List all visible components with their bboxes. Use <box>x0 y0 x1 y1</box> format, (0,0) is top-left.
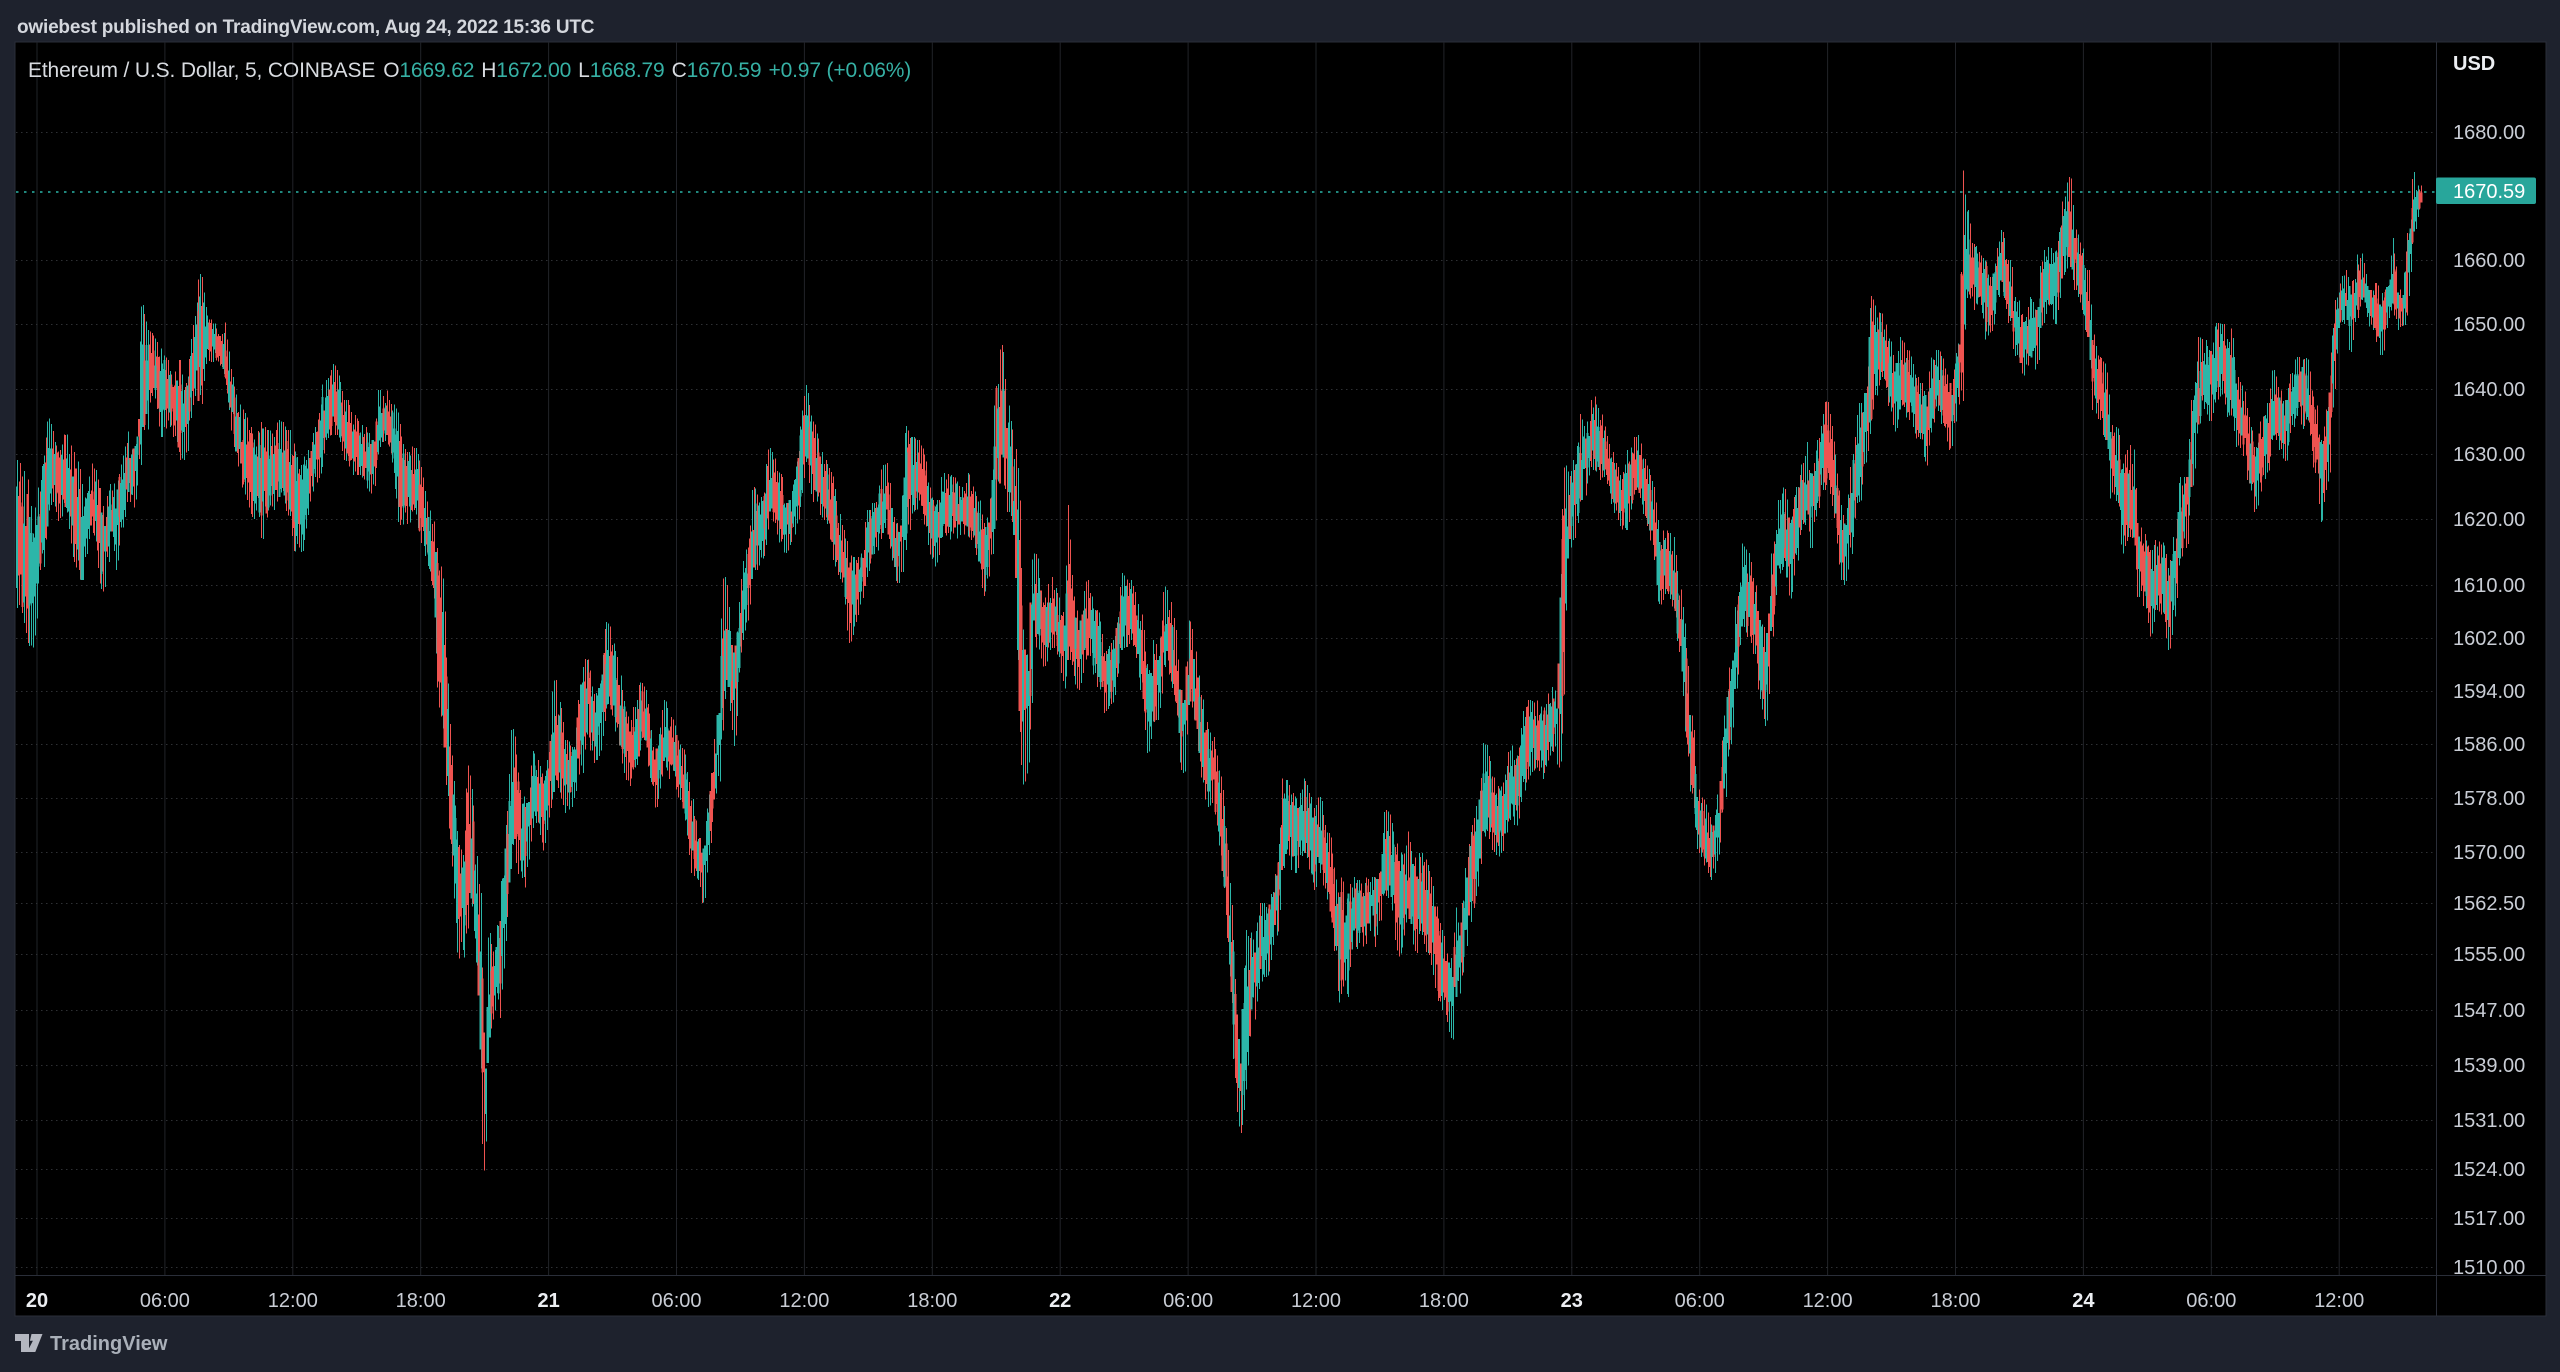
svg-text:06:00: 06:00 <box>1163 1290 1213 1312</box>
svg-text:1586.00: 1586.00 <box>2453 734 2525 756</box>
svg-text:Ethereum / U.S. Dollar, 5, COI: Ethereum / U.S. Dollar, 5, COINBASE O1669… <box>28 59 911 82</box>
svg-text:1517.00: 1517.00 <box>2453 1208 2525 1230</box>
svg-text:1562.50: 1562.50 <box>2453 893 2525 915</box>
svg-text:12:00: 12:00 <box>1803 1290 1853 1312</box>
svg-text:12:00: 12:00 <box>268 1290 318 1312</box>
svg-text:06:00: 06:00 <box>651 1290 701 1312</box>
svg-text:TradingView: TradingView <box>50 1333 168 1355</box>
svg-text:1539.00: 1539.00 <box>2453 1055 2525 1077</box>
svg-text:1670.59: 1670.59 <box>2453 181 2525 203</box>
svg-text:1547.00: 1547.00 <box>2453 1000 2525 1022</box>
svg-text:18:00: 18:00 <box>907 1290 957 1312</box>
svg-text:1620.00: 1620.00 <box>2453 509 2525 531</box>
svg-text:1640.00: 1640.00 <box>2453 379 2525 401</box>
svg-text:1680.00: 1680.00 <box>2453 122 2525 144</box>
svg-text:USD: USD <box>2453 53 2495 75</box>
svg-text:1531.00: 1531.00 <box>2453 1110 2525 1132</box>
svg-text:22: 22 <box>1049 1290 1071 1312</box>
svg-text:24: 24 <box>2072 1290 2095 1312</box>
svg-text:06:00: 06:00 <box>2186 1290 2236 1312</box>
svg-text:1578.00: 1578.00 <box>2453 788 2525 810</box>
svg-text:18:00: 18:00 <box>1419 1290 1469 1312</box>
svg-text:1610.00: 1610.00 <box>2453 575 2525 597</box>
svg-text:23: 23 <box>1561 1290 1583 1312</box>
svg-text:12:00: 12:00 <box>779 1290 829 1312</box>
svg-text:21: 21 <box>537 1290 559 1312</box>
svg-text:owiebest published on TradingV: owiebest published on TradingView.com, A… <box>17 17 595 38</box>
svg-text:1570.00: 1570.00 <box>2453 842 2525 864</box>
svg-text:1602.00: 1602.00 <box>2453 628 2525 650</box>
svg-text:1510.00: 1510.00 <box>2453 1257 2525 1279</box>
svg-text:18:00: 18:00 <box>396 1290 446 1312</box>
svg-text:1594.00: 1594.00 <box>2453 681 2525 703</box>
svg-text:1555.00: 1555.00 <box>2453 944 2525 966</box>
svg-text:06:00: 06:00 <box>140 1290 190 1312</box>
svg-text:1630.00: 1630.00 <box>2453 444 2525 466</box>
svg-text:12:00: 12:00 <box>2314 1290 2364 1312</box>
svg-text:1524.00: 1524.00 <box>2453 1159 2525 1181</box>
svg-text:12:00: 12:00 <box>1291 1290 1341 1312</box>
svg-text:18:00: 18:00 <box>1930 1290 1980 1312</box>
svg-text:06:00: 06:00 <box>1675 1290 1725 1312</box>
svg-text:20: 20 <box>26 1290 48 1312</box>
svg-text:1650.00: 1650.00 <box>2453 314 2525 336</box>
svg-text:1660.00: 1660.00 <box>2453 250 2525 272</box>
